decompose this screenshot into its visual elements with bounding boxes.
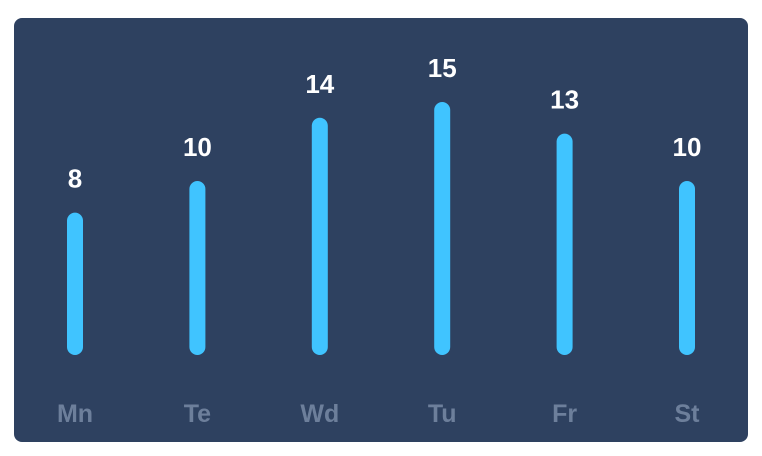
day-label-tu: Tu (428, 400, 457, 428)
bars-layer (67, 102, 695, 355)
day-label-fr: Fr (552, 400, 577, 428)
value-label-wd: 14 (305, 69, 334, 99)
value-labels-layer: 8 10 14 15 13 10 (68, 53, 702, 194)
chart-card (14, 18, 748, 442)
day-label-mn: Mn (57, 400, 93, 428)
value-label-te: 10 (183, 132, 212, 162)
day-label-te: Te (184, 400, 211, 428)
day-label-wd: Wd (300, 400, 339, 428)
day-labels-layer: Mn Te Wd Tu Fr St (57, 400, 700, 428)
value-label-fr: 13 (550, 85, 579, 115)
value-label-st: 10 (673, 132, 702, 162)
value-label-mn: 8 (68, 164, 82, 194)
day-label-st: St (675, 400, 701, 428)
value-label-tu: 15 (428, 53, 457, 83)
